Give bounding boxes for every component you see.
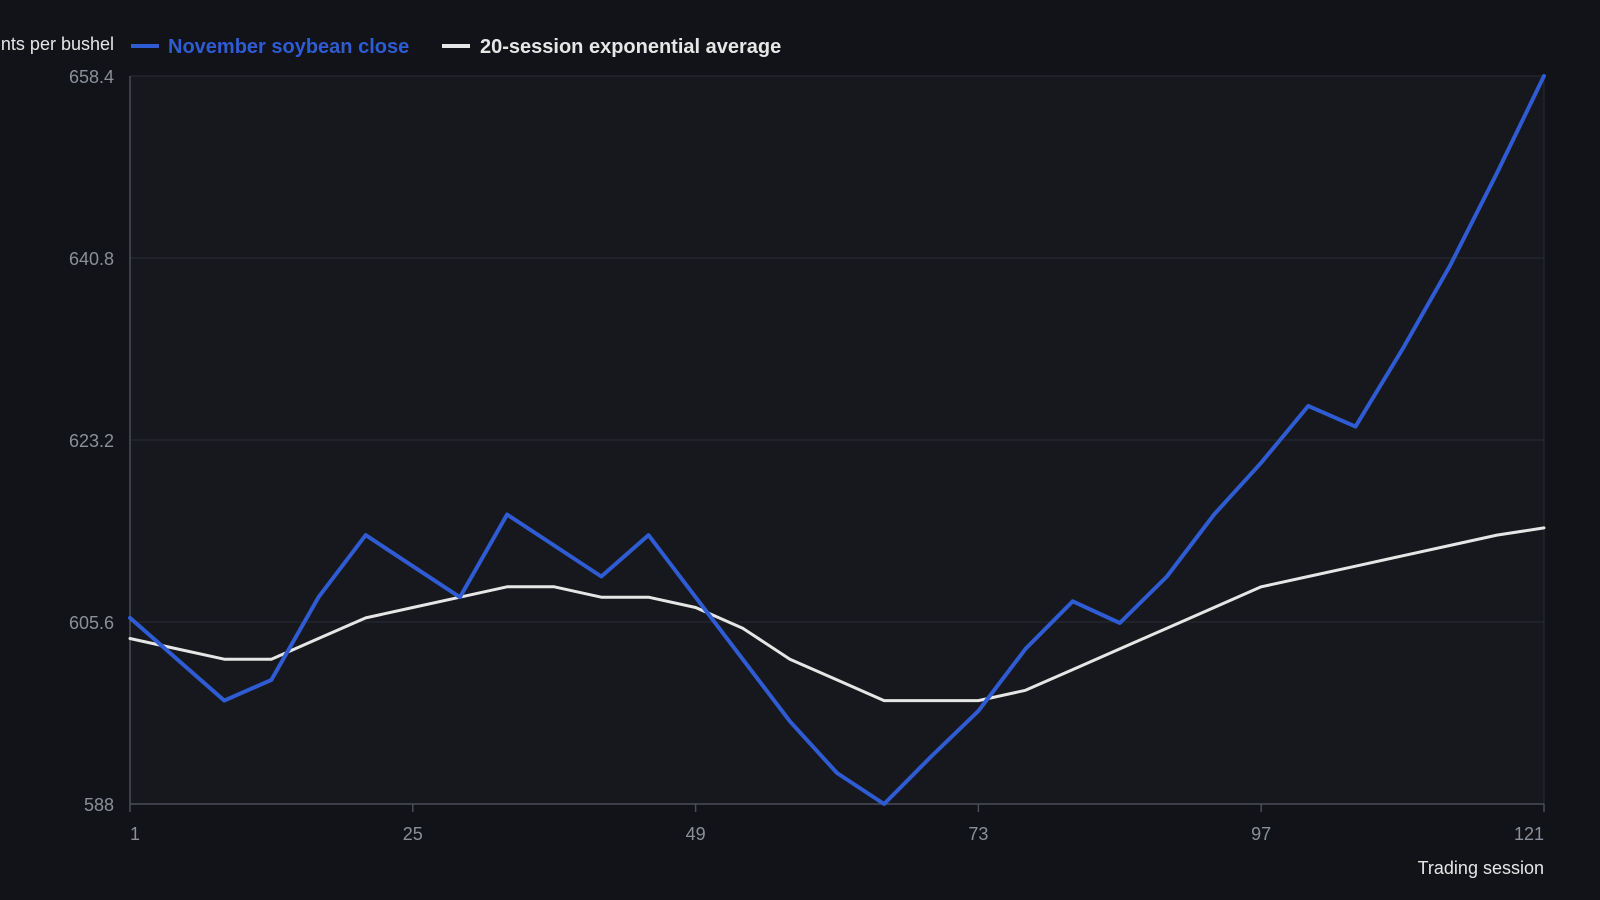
legend: November soybean close 20-session expone… — [131, 36, 781, 58]
legend-label-close: November soybean close — [168, 36, 409, 58]
x-tick-label: 25 — [403, 824, 423, 844]
x-tick-labels: 1 25 49 73 97 121 — [130, 824, 1544, 844]
x-tick-label: 121 — [1514, 824, 1544, 844]
x-tick-label: 73 — [968, 824, 988, 844]
series-line-close[interactable] — [128, 74, 1546, 806]
x-tick-label: 97 — [1251, 824, 1271, 844]
x-tick-label: 49 — [686, 824, 706, 844]
y-tick-label: 605.6 — [69, 613, 114, 633]
x-axis-label: Trading session — [1418, 858, 1544, 878]
axes — [129, 76, 1545, 812]
y-tick-label: 588 — [84, 795, 114, 815]
y-tick-label: 640.8 — [69, 249, 114, 269]
y-axis-label: Cents per bushel — [0, 34, 114, 54]
x-tick-label: 1 — [130, 824, 140, 844]
legend-label-average: 20-session exponential average — [480, 36, 781, 58]
series-line-average[interactable] — [128, 526, 1546, 703]
legend-item-average[interactable]: 20-session exponential average — [442, 36, 781, 58]
y-tick-label: 658.4 — [69, 67, 114, 87]
legend-item-close[interactable]: November soybean close — [131, 36, 409, 58]
y-tick-label: 623.2 — [69, 431, 114, 451]
series-lines — [128, 74, 1546, 806]
y-tick-labels: 588 605.6 623.2 640.8 658.4 — [69, 67, 114, 815]
